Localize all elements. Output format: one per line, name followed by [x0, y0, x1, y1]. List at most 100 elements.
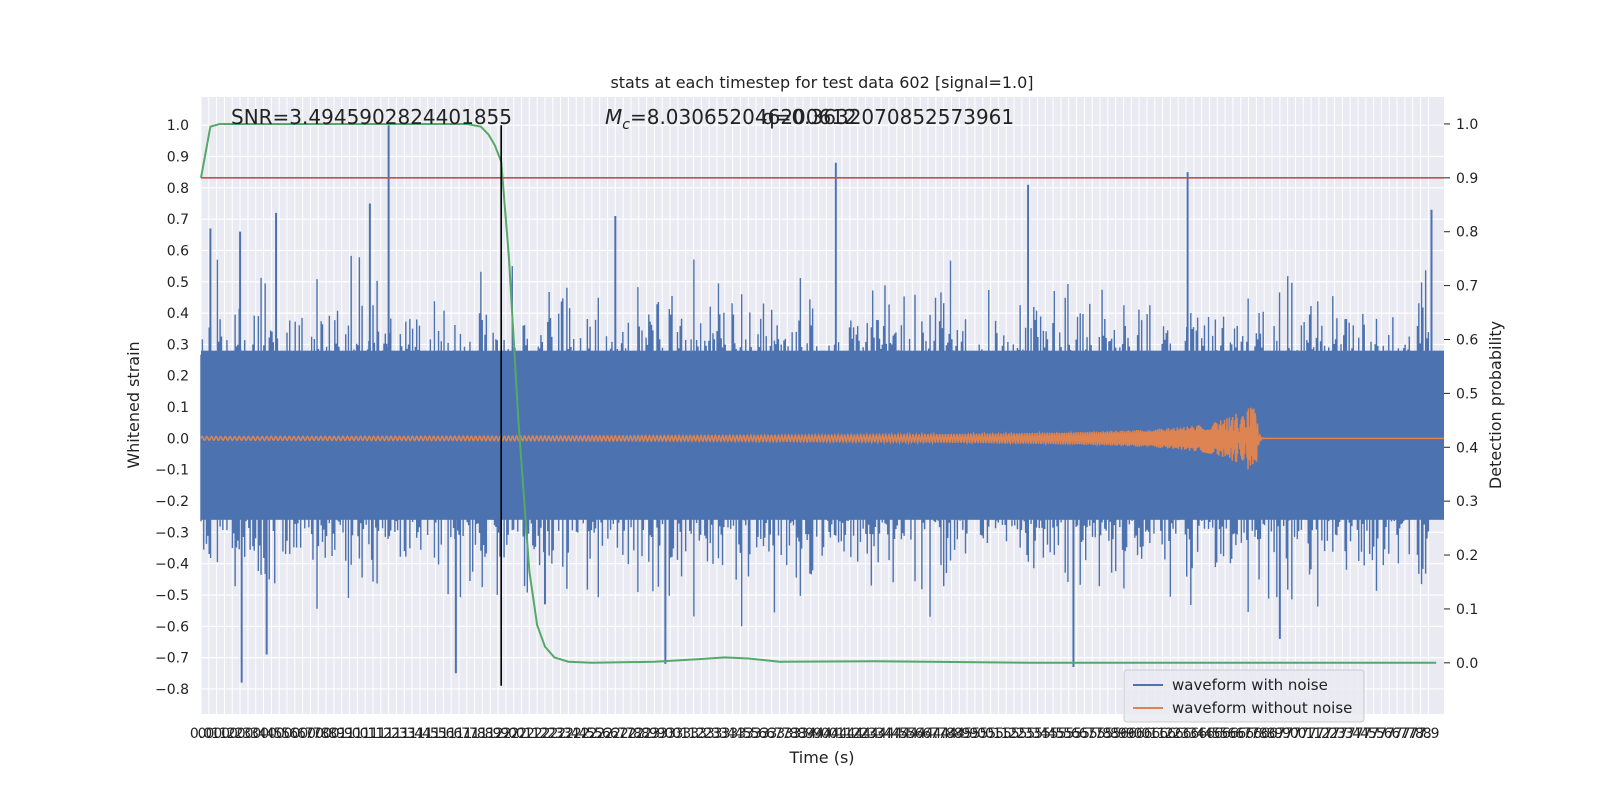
x-tick-label: 2.6 — [596, 726, 618, 742]
x-tick-label: 6.2 — [1151, 726, 1173, 742]
x-tick-label: 7.8 — [1402, 726, 1424, 742]
series-waveform-without-noise — [200, 407, 1444, 470]
x-tick-label: 6.4 — [1191, 726, 1213, 742]
x-tick-label: 6.6 — [1214, 726, 1236, 742]
x-tick-label: 2.8 — [628, 726, 650, 742]
y-tick-label: −0.5 — [155, 588, 189, 604]
x-tick-label: 2.7 — [612, 726, 634, 742]
x-tick-label: 6.6 — [1222, 726, 1244, 742]
x-tick-label: 1.9 — [487, 726, 509, 742]
x-tick-label: 6.4 — [1183, 726, 1205, 742]
y-tick-label: −0.1 — [155, 463, 189, 479]
x-tick-label: 1.0 — [346, 726, 368, 742]
x-tick-label: 3.7 — [768, 726, 790, 742]
x-tick-label: 5.8 — [1097, 726, 1119, 742]
x-tick-label: 6.7 — [1237, 726, 1259, 742]
y-tick-label: 0.5 — [167, 275, 189, 291]
x-tick-label: 2.2 — [534, 726, 556, 742]
x-tick-label: 0.4 — [252, 726, 274, 742]
x-tick-label: 5.7 — [1081, 726, 1103, 742]
x-tick-label: 6.7 — [1230, 726, 1252, 742]
x-tick-label: 1.6 — [432, 726, 454, 742]
mc-symbol: M — [605, 105, 622, 129]
x-tick-label: 5.1 — [979, 726, 1001, 742]
x-tick-label: 2.7 — [604, 726, 626, 742]
x-tick-label: 1.5 — [424, 726, 446, 742]
x-tick-label: 4.8 — [940, 726, 962, 742]
y-tick-label: 0.3 — [167, 337, 189, 353]
snr-annotation: SNR=3.4945902824401855 — [231, 105, 512, 129]
x-tick-label: 7.2 — [1316, 726, 1338, 742]
x-tick-label: 3.1 — [667, 726, 689, 742]
x-tick-label: 3.2 — [690, 726, 712, 742]
x-tick-label: 7.4 — [1347, 726, 1369, 742]
legend-box — [1123, 669, 1365, 723]
x-tick-label: 1.4 — [401, 726, 423, 742]
x-tick-label: 7.0 — [1284, 726, 1306, 742]
x-tick-label: 6.1 — [1144, 726, 1166, 742]
x-tick-label: 2.1 — [510, 726, 532, 742]
x-tick-label: 1.1 — [362, 726, 384, 742]
x-tick-label: 6.2 — [1159, 726, 1181, 742]
x-tick-label: 0.8 — [315, 726, 337, 742]
x-tick-label: 2.8 — [620, 726, 642, 742]
x-tick-label: 5.9 — [1105, 726, 1127, 742]
probability-trace — [200, 122, 1437, 664]
x-tick-label: 6.3 — [1175, 726, 1197, 742]
x-tick-label: 3.9 — [792, 726, 814, 742]
x-tick-label: 1.2 — [370, 726, 392, 742]
y2-axis-label: Detection probability — [1486, 321, 1505, 489]
x-tick-label: 3.8 — [776, 726, 798, 742]
y-tick-label: 0.7 — [167, 212, 189, 228]
x-tick-label: 0.1 — [198, 726, 220, 742]
y-tick-label: 0.6 — [167, 243, 189, 259]
y2-tick-label: 0.4 — [1456, 440, 1478, 456]
y-tick-label: 0.8 — [167, 181, 189, 197]
x-tick-label: 5.4 — [1034, 726, 1056, 742]
y-tick-label: −0.6 — [155, 619, 189, 635]
x-tick-label: 6.0 — [1128, 726, 1150, 742]
y2-tick-label: 0.0 — [1456, 656, 1478, 672]
x-tick-label: 5.7 — [1073, 726, 1095, 742]
x-tick-label: 6.0 — [1120, 726, 1142, 742]
x-tick-label: 7.3 — [1323, 726, 1345, 742]
mc-value: =8.030652046200612 — [630, 105, 857, 129]
x-tick-label: 3.4 — [721, 726, 743, 742]
x-tick-label: 4.4 — [870, 726, 892, 742]
x-tick-label: 7.7 — [1394, 726, 1416, 742]
x-tick-label: 4.0 — [807, 726, 829, 742]
legend-label-clean: waveform without noise — [1172, 699, 1352, 717]
x-tick-label: 5.5 — [1050, 726, 1072, 742]
x-tick-label: 1.5 — [417, 726, 439, 742]
x-tick-label: 0.9 — [323, 726, 345, 742]
y-tick-label: 0.9 — [167, 150, 189, 166]
x-tick-label: 1.3 — [393, 726, 415, 742]
y-axis-label: Whitened strain — [124, 341, 143, 468]
x-tick-label: 1.8 — [463, 726, 485, 742]
x-tick-label: 6.5 — [1206, 726, 1228, 742]
x-tick-label: 2.5 — [581, 726, 603, 742]
x-tick-label: 1.8 — [471, 726, 493, 742]
x-tick-label: 2.2 — [526, 726, 548, 742]
x-tick-label: 4.8 — [933, 726, 955, 742]
x-tick-label: 3.9 — [800, 726, 822, 742]
x-tick-label: 3.3 — [706, 726, 728, 742]
x-tick-label: 7.1 — [1300, 726, 1322, 742]
x-tick-label: 2.9 — [635, 726, 657, 742]
y2-tick-label: 0.5 — [1456, 386, 1478, 402]
x-tick-label: 6.5 — [1198, 726, 1220, 742]
x-tick-label: 4.7 — [925, 726, 947, 742]
x-tick-label: 4.2 — [839, 726, 861, 742]
x-tick-label: 5.0 — [972, 726, 994, 742]
y2-tick-label: 0.8 — [1456, 225, 1478, 241]
legend: waveform with noise waveform without noi… — [1123, 669, 1365, 723]
x-tick-label: 2.0 — [503, 726, 525, 742]
x-tick-label: 2.0 — [495, 726, 517, 742]
x-tick-label: 1.3 — [385, 726, 407, 742]
x-tick-label: 4.1 — [831, 726, 853, 742]
y2-tick-label: 0.7 — [1456, 279, 1478, 295]
x-tick-label: 1.9 — [479, 726, 501, 742]
y-tick-label: −0.4 — [155, 557, 189, 573]
x-tick-label: 5.6 — [1065, 726, 1087, 742]
